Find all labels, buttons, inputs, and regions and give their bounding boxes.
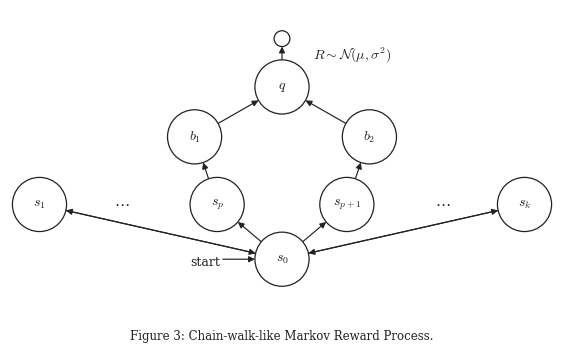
Text: $\cdots$: $\cdots$ <box>435 197 451 211</box>
Ellipse shape <box>255 60 309 114</box>
Text: $s_p$: $s_p$ <box>210 197 224 212</box>
Text: $b_2$: $b_2$ <box>363 129 376 145</box>
Ellipse shape <box>190 177 244 232</box>
Ellipse shape <box>342 110 396 164</box>
Text: $q$: $q$ <box>278 80 286 94</box>
Ellipse shape <box>320 177 374 232</box>
Text: $s_1$: $s_1$ <box>33 197 46 211</box>
Ellipse shape <box>274 31 290 47</box>
Text: $s_k$: $s_k$ <box>518 197 531 211</box>
Text: $\cdots$: $\cdots$ <box>113 197 129 211</box>
Text: start: start <box>190 256 220 269</box>
Ellipse shape <box>497 177 552 232</box>
Text: $b_1$: $b_1$ <box>188 129 201 145</box>
Text: $R \sim \mathcal{N}(\mu, \sigma^2)$: $R \sim \mathcal{N}(\mu, \sigma^2)$ <box>313 46 391 64</box>
Text: Figure 3: Chain-walk-like Markov Reward Process.: Figure 3: Chain-walk-like Markov Reward … <box>130 330 434 343</box>
Text: $s_0$: $s_0$ <box>276 252 288 266</box>
Ellipse shape <box>255 232 309 286</box>
Ellipse shape <box>168 110 222 164</box>
Ellipse shape <box>12 177 67 232</box>
Text: $s_{p+1}$: $s_{p+1}$ <box>333 197 361 212</box>
